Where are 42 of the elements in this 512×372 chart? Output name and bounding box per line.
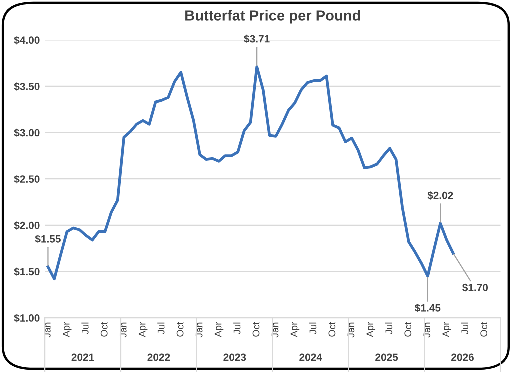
- x-tick-label: Jan: [348, 322, 355, 338]
- y-tick-label: $2.50: [14, 175, 40, 184]
- x-tick-label: Oct: [328, 322, 336, 337]
- x-tick-label: Jul: [158, 322, 165, 335]
- text: 2024: [300, 354, 322, 362]
- y-tick-label: $2.00: [14, 221, 40, 230]
- x-tick-label: Jan: [272, 322, 279, 338]
- x-tick-label: Apr: [63, 322, 72, 338]
- y-tick-label: $1.00: [14, 314, 40, 323]
- x-tick-label: Jul: [82, 322, 89, 335]
- data-label: $3.71: [244, 34, 270, 44]
- x-tick-label: Oct: [176, 322, 184, 337]
- x-tick-label: Oct: [480, 322, 488, 337]
- y-tick-label: $3.50: [14, 82, 40, 92]
- data-label: $1.55: [35, 234, 61, 244]
- data-label: $1.45: [415, 304, 441, 312]
- x-tick-label: Apr: [442, 322, 452, 338]
- x-tick-label: Oct: [100, 322, 108, 337]
- x-tick-label: Jul: [385, 322, 393, 335]
- chart-title: Butterfat Price per Pound: [186, 10, 360, 24]
- x-tick-label: Jan: [424, 322, 431, 338]
- x-tick-label: Jan: [120, 322, 127, 338]
- x-tick-label: Jul: [234, 322, 241, 335]
- data-label: $1.70: [462, 284, 488, 292]
- x-tick-label: Apr: [366, 322, 376, 338]
- x-tick-label: Jul: [461, 322, 469, 335]
- y-tick-label: $3.00: [14, 128, 40, 138]
- x-tick-label: Jul: [310, 322, 317, 335]
- x-tick-label: Oct: [404, 322, 412, 337]
- x-tick-label: Apr: [290, 322, 300, 338]
- text: 2025: [376, 354, 398, 362]
- y-tick-label: $1.50: [14, 268, 40, 276]
- x-tick-label: Apr: [138, 322, 148, 338]
- text: 2021: [72, 354, 94, 362]
- text: 2022: [148, 354, 170, 362]
- x-tick-label: Apr: [214, 322, 224, 338]
- data-label: $2.02: [428, 191, 454, 200]
- text: 2023: [224, 354, 246, 362]
- x-tick-label: Oct: [252, 322, 260, 337]
- y-tick-label: $4.00: [14, 36, 40, 45]
- text: 2026: [452, 354, 474, 362]
- x-tick-label: Jan: [196, 322, 203, 338]
